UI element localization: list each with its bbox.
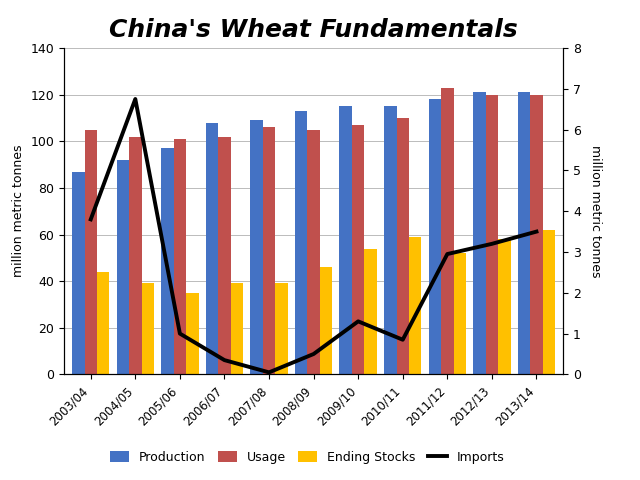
Imports	[87, 216, 95, 222]
Bar	[543, 230, 555, 374]
Bar	[186, 293, 198, 374]
Bar	[486, 95, 498, 374]
Imports	[310, 351, 317, 357]
Bar	[230, 284, 243, 374]
Bar	[339, 106, 352, 374]
Imports	[265, 370, 273, 375]
Imports	[532, 229, 540, 235]
Bar	[409, 237, 422, 374]
Imports	[221, 357, 228, 363]
Legend: Production, Usage, Ending Stocks, Imports: Production, Usage, Ending Stocks, Import…	[105, 446, 509, 469]
Bar	[275, 284, 288, 374]
Bar	[161, 148, 173, 374]
Bar	[518, 92, 530, 374]
Bar	[530, 95, 543, 374]
Bar	[384, 106, 397, 374]
Bar	[352, 125, 364, 374]
Y-axis label: million metric tonnes: million metric tonnes	[589, 145, 602, 277]
Bar	[97, 272, 109, 374]
Bar	[498, 239, 511, 374]
Imports	[444, 251, 451, 257]
Bar	[84, 130, 97, 374]
Bar	[364, 249, 377, 374]
Bar	[129, 137, 141, 374]
Bar	[250, 120, 263, 374]
Bar	[295, 111, 307, 374]
Imports	[488, 241, 496, 247]
Bar	[429, 99, 441, 374]
Bar	[473, 92, 486, 374]
Y-axis label: million metric tonnes: million metric tonnes	[12, 145, 25, 277]
Bar	[218, 137, 230, 374]
Bar	[307, 130, 320, 374]
Bar	[441, 88, 454, 374]
Line: Imports: Imports	[91, 99, 536, 372]
Imports	[176, 331, 184, 336]
Imports	[131, 96, 139, 102]
Bar	[116, 160, 129, 374]
Bar	[320, 267, 332, 374]
Bar	[141, 284, 154, 374]
Bar	[263, 127, 275, 374]
Bar	[205, 122, 218, 374]
Title: China's Wheat Fundamentals: China's Wheat Fundamentals	[109, 18, 518, 42]
Bar	[454, 253, 466, 374]
Bar	[397, 118, 409, 374]
Bar	[173, 139, 186, 374]
Imports	[355, 319, 362, 324]
Imports	[399, 337, 406, 343]
Bar	[72, 171, 84, 374]
